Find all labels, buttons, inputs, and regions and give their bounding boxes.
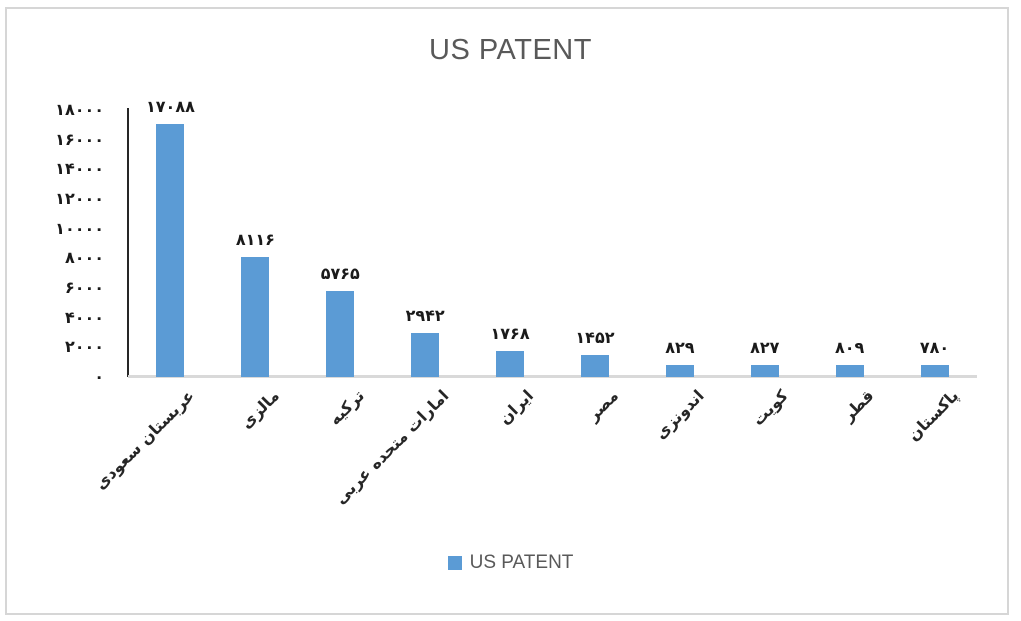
y-axis-tick-label: ۰ bbox=[94, 367, 104, 386]
legend-swatch-icon bbox=[447, 556, 462, 570]
bar bbox=[156, 124, 185, 377]
y-axis-tick-label: ۱۶۰۰۰ bbox=[55, 129, 104, 149]
y-axis-line bbox=[127, 108, 129, 377]
y-axis-tick-label: ۱۲۰۰۰ bbox=[55, 189, 104, 208]
bar bbox=[665, 365, 694, 377]
x-axis-category-label: کویت bbox=[748, 386, 793, 430]
bar bbox=[750, 365, 779, 377]
y-axis-tick-label: ۴۰۰۰ bbox=[64, 307, 104, 327]
x-axis-category-label: مصر bbox=[583, 386, 623, 425]
bar-value-label: ۸۲۹ bbox=[665, 338, 695, 357]
bar-value-label: ۷۸۰ bbox=[919, 338, 950, 357]
x-axis-category-label: عربستان سعودی bbox=[90, 386, 198, 494]
y-axis-tick-label: ۱۴۰۰۰ bbox=[55, 159, 104, 179]
bar bbox=[580, 355, 609, 377]
y-axis-tick-label: ۱۸۰۰۰ bbox=[55, 100, 104, 119]
chart-title: US PATENT bbox=[429, 34, 592, 66]
x-axis-category-label: ترکیه bbox=[324, 386, 368, 429]
x-axis-category-label: پاکستان bbox=[903, 386, 962, 445]
x-axis-category-label: اندونزی bbox=[650, 386, 708, 443]
y-axis-tick-label: ۸۰۰۰ bbox=[64, 248, 104, 268]
x-axis-category-label: قطر bbox=[838, 386, 878, 425]
bar-value-label: ۵۷۶۵ bbox=[320, 264, 360, 283]
bar-value-label: ۸۰۹ bbox=[834, 338, 865, 357]
legend: US PATENT bbox=[0, 552, 1021, 574]
bar bbox=[241, 257, 270, 377]
bar-value-label: ۸۱۱۶ bbox=[235, 230, 275, 249]
bar bbox=[326, 291, 355, 377]
legend-label: US PATENT bbox=[469, 552, 574, 573]
y-axis-tick-label: ۶۰۰۰ bbox=[64, 278, 104, 297]
bar bbox=[835, 365, 864, 377]
bar-value-label: ۱۴۵۲ bbox=[575, 328, 615, 347]
bar bbox=[920, 365, 949, 377]
bar-value-label: ۲۹۴۲ bbox=[405, 306, 445, 325]
x-axis-baseline bbox=[128, 375, 977, 378]
bar-value-label: ۱۷۶۸ bbox=[490, 324, 530, 343]
y-axis-tick-label: ۲۰۰۰ bbox=[64, 337, 104, 357]
bar-value-label: ۸۲۷ bbox=[750, 338, 780, 357]
x-axis-category-label: ایران bbox=[495, 386, 538, 429]
x-axis-category-label: مالزی bbox=[236, 386, 283, 433]
y-axis-tick-label: ۱۰۰۰۰ bbox=[55, 218, 104, 238]
bar bbox=[496, 351, 525, 377]
bar bbox=[411, 333, 440, 377]
bar-value-label: ۱۷۰۸۸ bbox=[146, 97, 195, 116]
